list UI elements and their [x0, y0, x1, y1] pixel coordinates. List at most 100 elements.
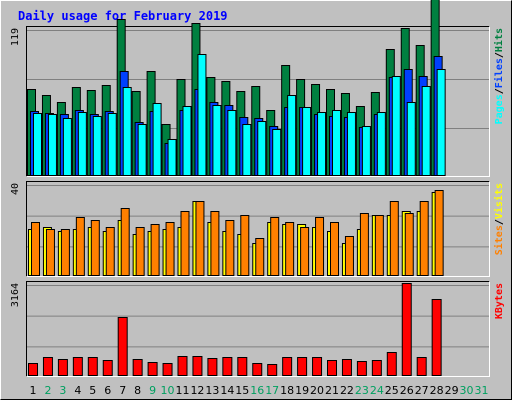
bottom-bar-kbytes-day-2: [42, 357, 53, 376]
top-bar-pages-day-9: [152, 103, 162, 176]
bottom-bar-kbytes-day-25: [386, 352, 397, 376]
top-bar-pages-day-16: [257, 121, 267, 176]
top-bar-pages-day-28: [436, 69, 446, 176]
middle-bar-sites-day-11: [180, 211, 190, 276]
bottom-bar-kbytes-day-3: [57, 359, 68, 376]
middle-bar-sites-day-4: [75, 217, 85, 276]
middle-bar-sites-day-26: [404, 213, 414, 276]
x-tick-label-day-15: 15: [235, 384, 249, 397]
x-tick-label-day-4: 4: [74, 384, 81, 397]
bottom-bar-kbytes-day-1: [28, 363, 38, 376]
top-bar-pages-day-19: [302, 107, 312, 176]
x-tick-label-day-7: 7: [119, 384, 126, 397]
middle-bar-sites-day-12: [195, 201, 205, 276]
x-tick-label-day-8: 8: [134, 384, 141, 397]
middle-bar-sites-day-21: [330, 222, 339, 276]
middle-bar-sites-day-19: [300, 227, 310, 276]
top-bar-pages-day-11: [182, 106, 192, 176]
middle-legend: Sites/Visits: [493, 183, 505, 255]
top-bar-pages-day-6: [107, 113, 117, 176]
top-bar-pages-day-14: [227, 110, 237, 176]
bottom-bar-kbytes-day-10: [162, 363, 173, 376]
top-bar-pages-day-24: [376, 112, 386, 176]
middle-bar-sites-day-2: [45, 229, 55, 276]
bottom-bar-kbytes-day-26: [401, 283, 412, 376]
bottom-bar-kbytes-day-16: [252, 363, 263, 376]
legend-separator: /: [494, 88, 505, 94]
top-bar-pages-day-10: [167, 139, 177, 176]
middle-bar-sites-day-23: [359, 213, 369, 276]
x-tick-label-day-27: 27: [415, 384, 429, 397]
bottom-frame-highlight: [26, 281, 490, 377]
legend-separator: /: [494, 52, 505, 58]
bottom-bar-kbytes-day-24: [371, 360, 382, 376]
x-tick-label-day-17: 17: [265, 384, 279, 397]
top-bar-pages-day-21: [332, 110, 341, 176]
bottom-bar-kbytes-day-20: [312, 357, 323, 376]
middle-bar-sites-day-5: [90, 220, 100, 276]
x-tick-label-day-1: 1: [30, 384, 37, 397]
middle-bar-sites-day-20: [315, 217, 325, 276]
top-bar-pages-day-12: [197, 54, 207, 176]
top-bar-pages-day-25: [391, 76, 401, 176]
x-tick-label-day-13: 13: [205, 384, 219, 397]
bottom-bar-kbytes-day-9: [147, 362, 158, 376]
x-tick-label-day-19: 19: [295, 384, 309, 397]
bottom-bar-kbytes-day-28: [431, 299, 442, 376]
bottom-bar-kbytes-day-22: [341, 359, 352, 376]
top-bar-pages-day-22: [346, 112, 356, 176]
top-frame-shadow: [26, 26, 490, 177]
top-bar-pages-day-2: [47, 114, 57, 176]
x-tick-label-day-26: 26: [400, 384, 414, 397]
bottom-panel: 3164 KBytes: [10, 281, 505, 377]
legend-entry-pages: Pages: [494, 94, 505, 124]
top-bar-pages-day-26: [406, 102, 416, 176]
x-tick-label-day-18: 18: [280, 384, 294, 397]
top-bar-pages-day-27: [421, 86, 431, 176]
x-tick-label-day-11: 11: [176, 384, 190, 397]
middle-bar-sites-day-1: [31, 222, 40, 276]
x-tick-label-day-16: 16: [250, 384, 264, 397]
middle-bar-sites-day-9: [150, 224, 160, 276]
middle-bar-sites-day-13: [210, 211, 220, 276]
x-tick-label-day-9: 9: [149, 384, 156, 397]
bottom-bar-kbytes-day-23: [356, 361, 367, 376]
bottom-legend: KBytes: [494, 283, 505, 319]
bottom-bar-kbytes-day-11: [177, 356, 188, 376]
middle-panel: 40 Sites/Visits: [10, 181, 505, 277]
middle-bar-sites-day-24: [374, 215, 384, 276]
middle-bar-sites-day-7: [120, 208, 130, 276]
middle-bar-sites-day-17: [270, 217, 280, 276]
legend-entry-files: Files: [493, 58, 505, 88]
x-tick-label-day-29: 29: [445, 384, 459, 397]
x-tick-label-day-5: 5: [89, 384, 96, 397]
bottom-bar-kbytes-day-5: [87, 357, 98, 376]
top-bar-pages-day-1: [33, 113, 42, 176]
bottom-bar-kbytes-day-12: [192, 356, 203, 376]
legend-entry-kbytes: KBytes: [494, 283, 505, 319]
bottom-bar-kbytes-day-14: [222, 357, 233, 376]
bottom-bar-kbytes-day-8: [132, 359, 143, 376]
bottom-ymax-label: 3164: [10, 283, 21, 307]
middle-bar-sites-day-15: [240, 215, 250, 276]
middle-bar-sites-day-10: [165, 222, 175, 276]
middle-bar-sites-day-27: [419, 201, 429, 276]
top-bar-pages-day-13: [212, 105, 222, 176]
x-tick-label-day-20: 20: [310, 384, 324, 397]
x-tick-label-day-12: 12: [190, 384, 204, 397]
middle-bar-sites-day-14: [225, 220, 235, 276]
bottom-bar-kbytes-day-21: [327, 360, 337, 376]
legend-entry-hits: Hits: [493, 28, 505, 52]
x-tick-label-day-3: 3: [59, 384, 66, 397]
top-bar-pages-day-23: [361, 126, 371, 176]
top-bar-pages-day-18: [287, 95, 297, 176]
bottom-bar-kbytes-day-18: [282, 357, 293, 376]
top-bar-pages-day-5: [92, 116, 102, 176]
x-tick-label-day-28: 28: [430, 384, 444, 397]
x-tick-label-day-23: 23: [355, 384, 369, 397]
x-tick-label-day-10: 10: [161, 384, 175, 397]
x-tick-label-day-6: 6: [104, 384, 111, 397]
bottom-bar-kbytes-day-27: [416, 357, 427, 376]
